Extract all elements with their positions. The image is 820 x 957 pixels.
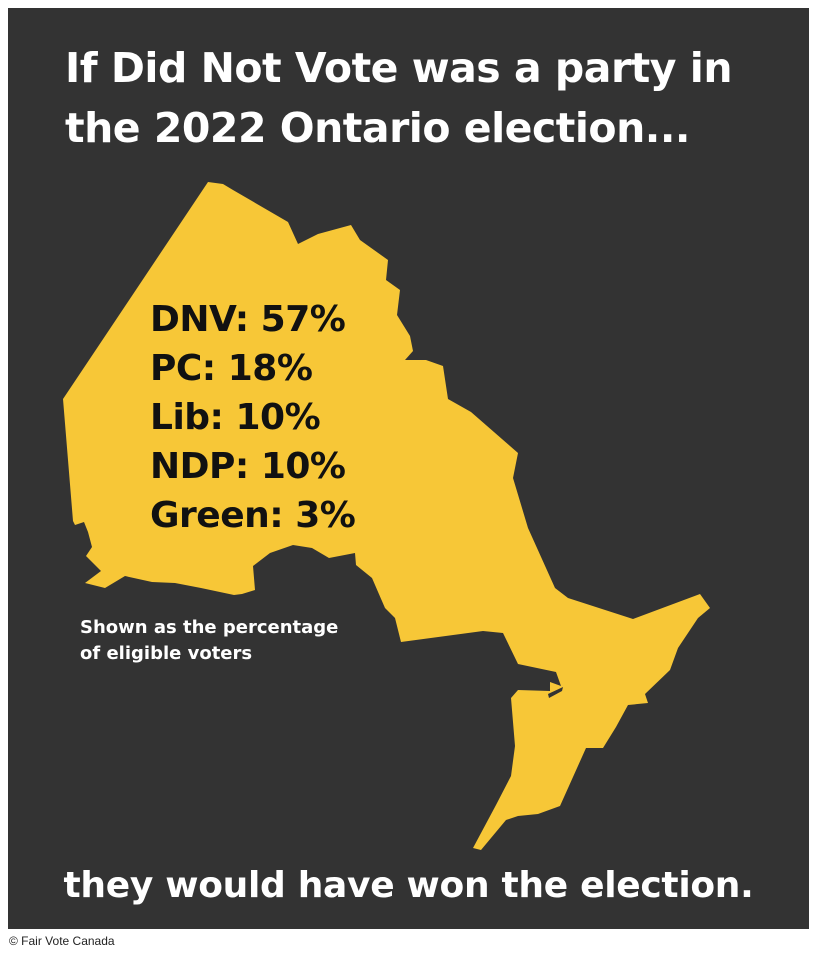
footnote: Shown as the percentage of eligible vote… bbox=[80, 615, 410, 667]
results-list: DNV: 57% PC: 18% Lib: 10% NDP: 10% Green… bbox=[150, 295, 356, 540]
result-green: Green: 3% bbox=[150, 495, 356, 536]
result-pc: PC: 18% bbox=[150, 348, 313, 389]
headline: If Did Not Vote was a party in the 2022 … bbox=[65, 38, 765, 158]
conclusion-text: they would have won the election. bbox=[63, 865, 754, 906]
infographic-panel: If Did Not Vote was a party in the 2022 … bbox=[8, 8, 809, 929]
result-dnv: DNV: 57% bbox=[150, 299, 346, 340]
result-lib: Lib: 10% bbox=[150, 397, 321, 438]
ontario-map-inlet bbox=[548, 687, 563, 698]
result-ndp: NDP: 10% bbox=[150, 446, 346, 487]
headline-line-1: If Did Not Vote was a party in bbox=[65, 44, 733, 92]
headline-line-2: the 2022 Ontario election... bbox=[65, 104, 690, 152]
copyright-credit: © Fair Vote Canada bbox=[9, 934, 115, 948]
footnote-line-2: of eligible voters bbox=[80, 643, 253, 664]
footnote-line-1: Shown as the percentage bbox=[80, 617, 339, 638]
ontario-map-shape bbox=[63, 182, 710, 850]
ontario-map-icon bbox=[63, 182, 710, 850]
